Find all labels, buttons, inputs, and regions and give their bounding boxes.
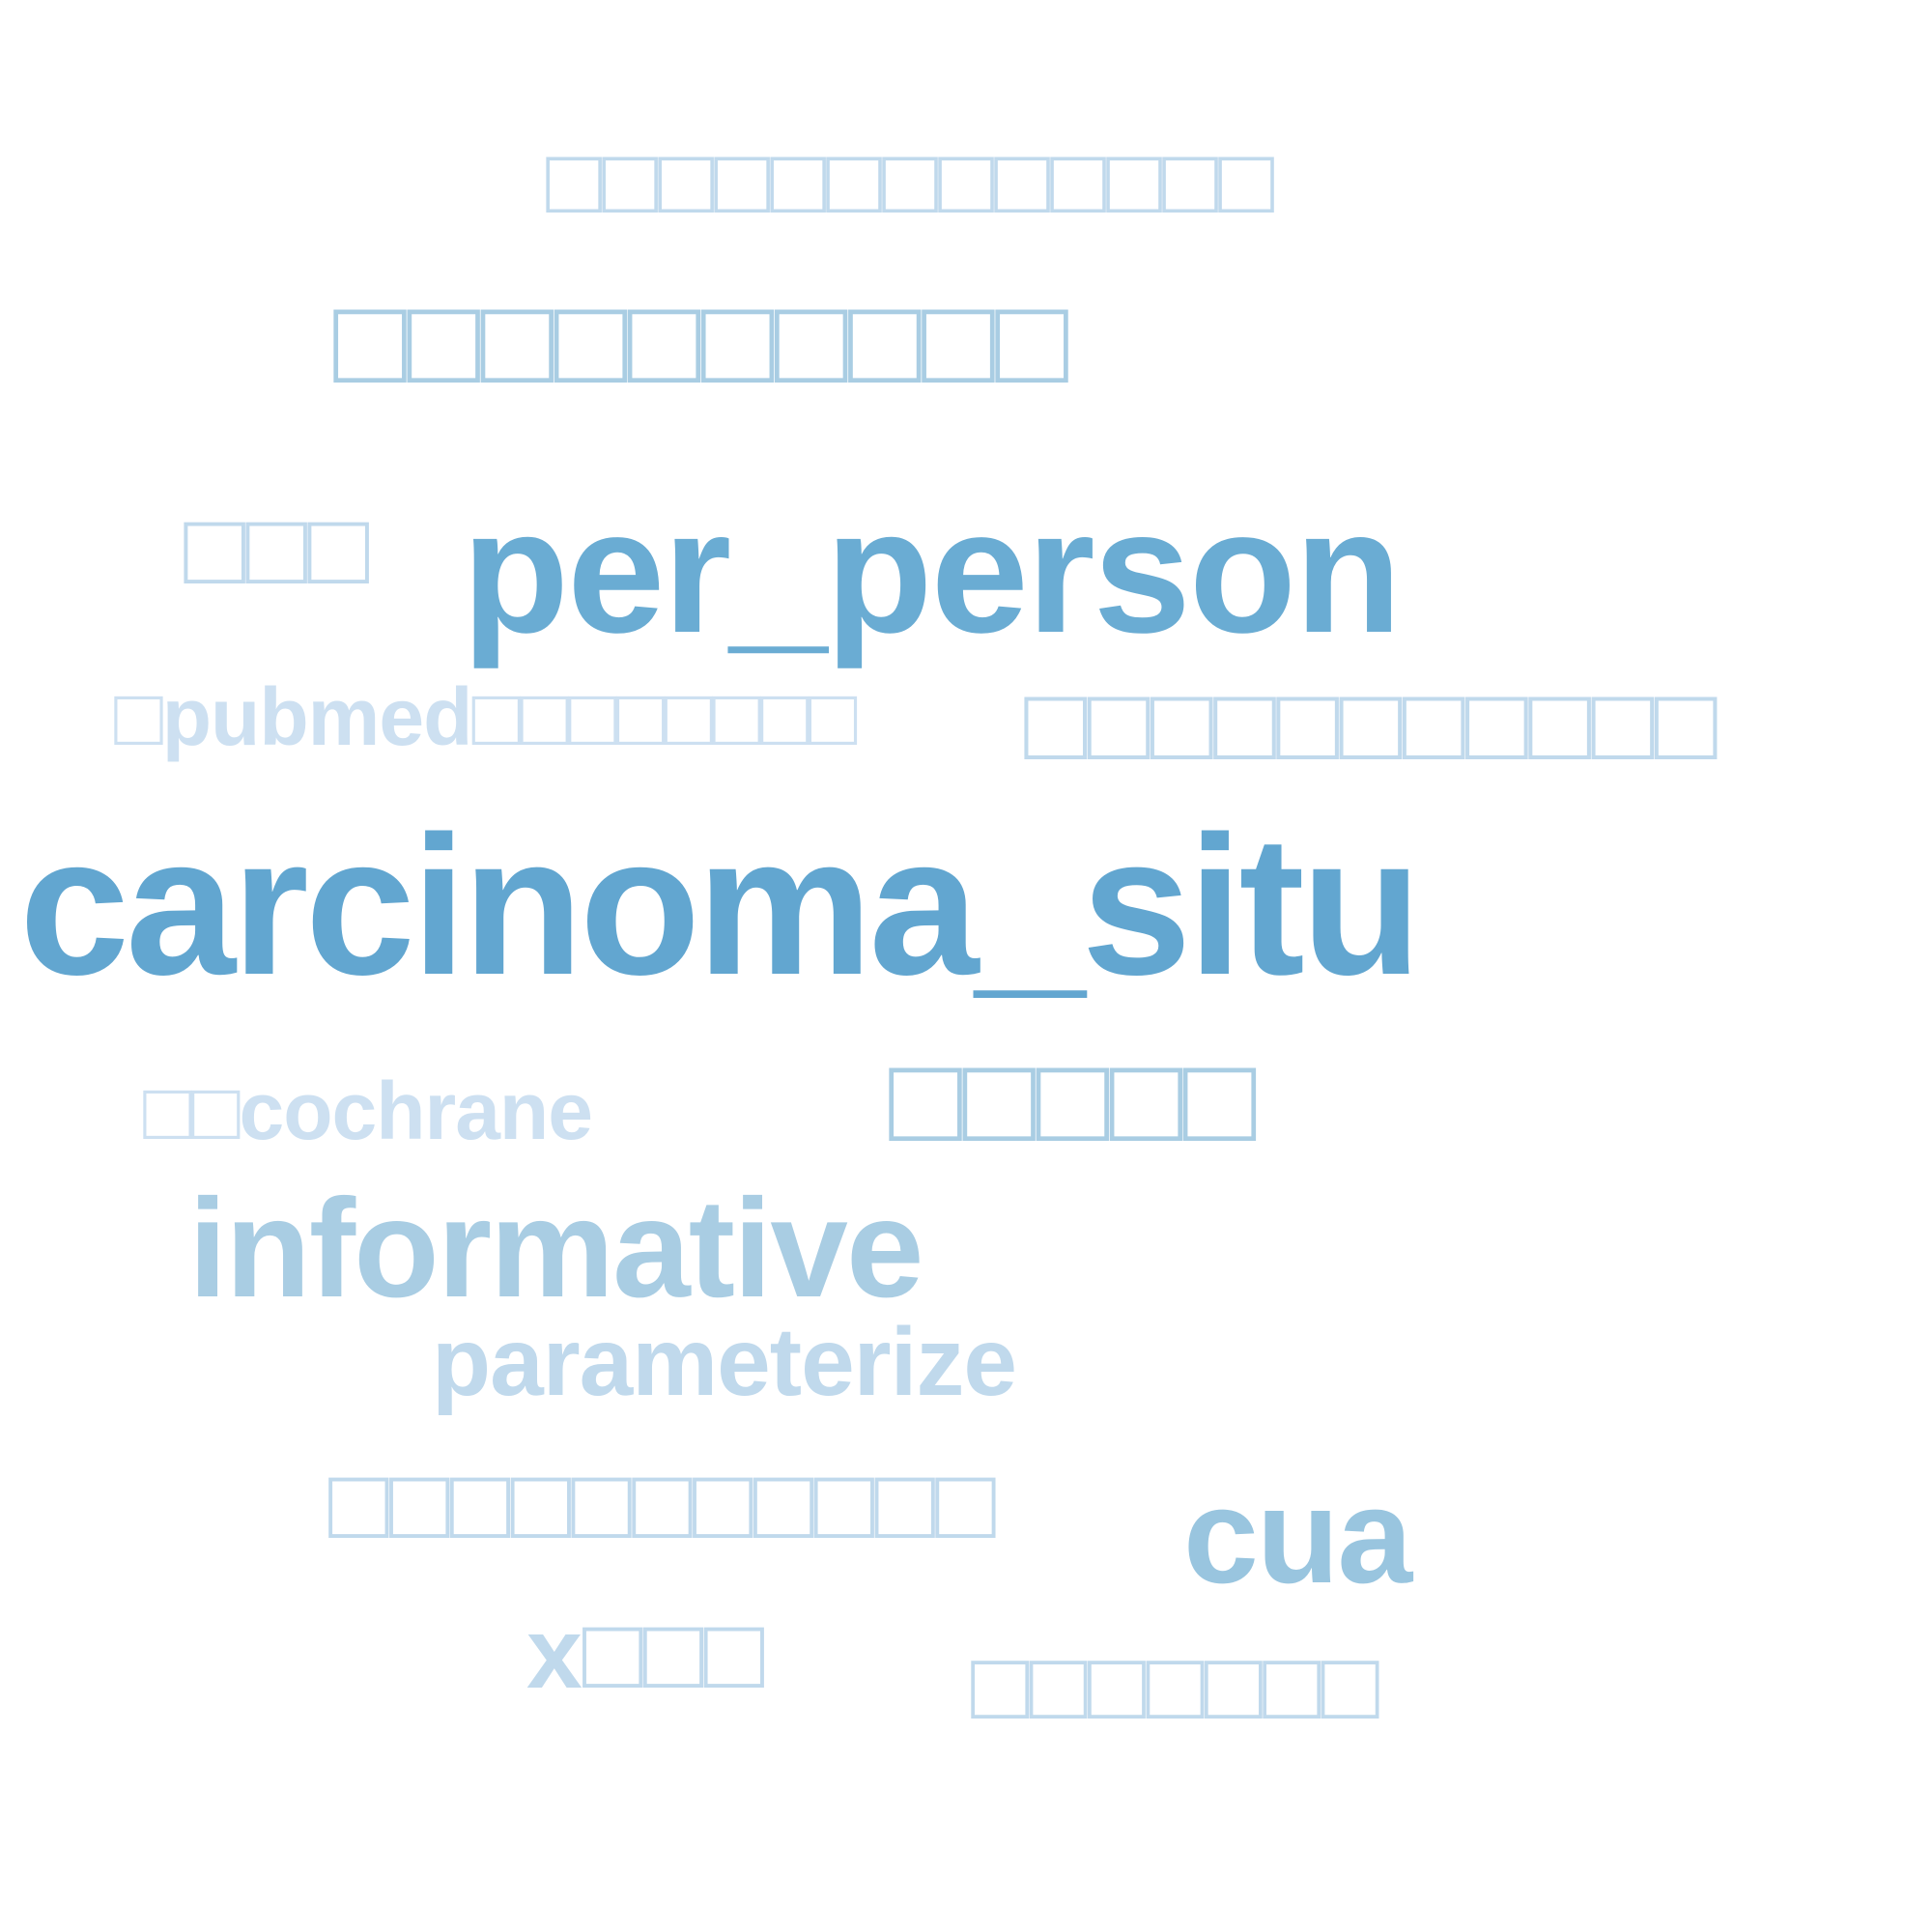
word-cloud-word: parameterize [432,1308,1017,1416]
word-cloud-word: □□cochrane [143,1065,593,1156]
word-cloud-word: informative [188,1170,924,1326]
word-cloud-word: □□□□□□□□□□ [333,272,1069,409]
word-cloud-word: □□□ [184,492,370,606]
word-cloud-word: cua [1183,1460,1412,1611]
word-cloud-word: □□□□□□□□□□□ [328,1448,996,1560]
word-cloud-word: □□□□□□□□□□□□□ [546,129,1274,233]
word-cloud-word: □□□□□□□□□□□ [1024,665,1718,781]
word-cloud-word: per_person [462,472,1402,669]
word-cloud-word: □pubmed□□□□□□□□ [114,671,857,762]
word-cloud-word: □□□□□□□ [971,1632,1379,1740]
word-cloud-word: x□□□ [526,1598,765,1710]
word-cloud-word: □□□□□ [889,1031,1257,1167]
word-cloud-word: carcinoma_situ [19,795,1422,1016]
